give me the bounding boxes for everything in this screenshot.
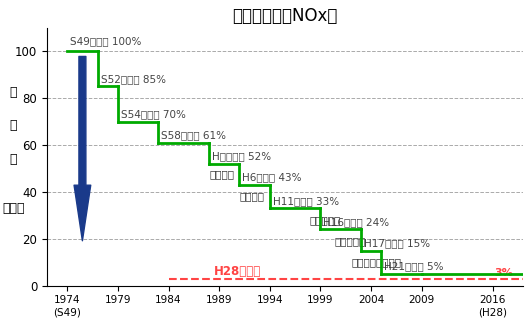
- Text: H元年規制 52%: H元年規制 52%: [212, 152, 271, 161]
- Text: H21年規制 5%: H21年規制 5%: [384, 262, 444, 272]
- Title: 窒素酸化物（NOx）: 窒素酸化物（NOx）: [232, 7, 338, 25]
- Text: （％）: （％）: [2, 202, 25, 215]
- Text: S49年規制 100%: S49年規制 100%: [70, 37, 142, 47]
- Text: 長期規制: 長期規制: [240, 192, 265, 202]
- Text: 低: 低: [10, 86, 17, 99]
- Text: ポスト新長期規制: ポスト新長期規制: [351, 257, 402, 267]
- Text: 率: 率: [10, 153, 17, 166]
- Text: 3%: 3%: [494, 268, 514, 278]
- Text: H17年規制 15%: H17年規制 15%: [364, 238, 430, 248]
- Text: H6年規制 43%: H6年規制 43%: [242, 173, 302, 183]
- Text: 新短期規制: 新短期規制: [310, 215, 341, 225]
- Text: 短期規制: 短期規制: [209, 169, 234, 179]
- Text: S54年規制 70%: S54年規制 70%: [121, 109, 186, 119]
- Text: 新長期規制: 新長期規制: [335, 236, 366, 246]
- Text: H28年規制: H28年規制: [214, 264, 261, 278]
- Text: S58年規制 61%: S58年規制 61%: [162, 130, 226, 140]
- Text: 減: 減: [10, 119, 17, 133]
- Text: H11年規制 33%: H11年規制 33%: [273, 196, 339, 206]
- Text: H16年規制 24%: H16年規制 24%: [323, 217, 390, 227]
- Text: S52年規制 85%: S52年規制 85%: [101, 74, 166, 84]
